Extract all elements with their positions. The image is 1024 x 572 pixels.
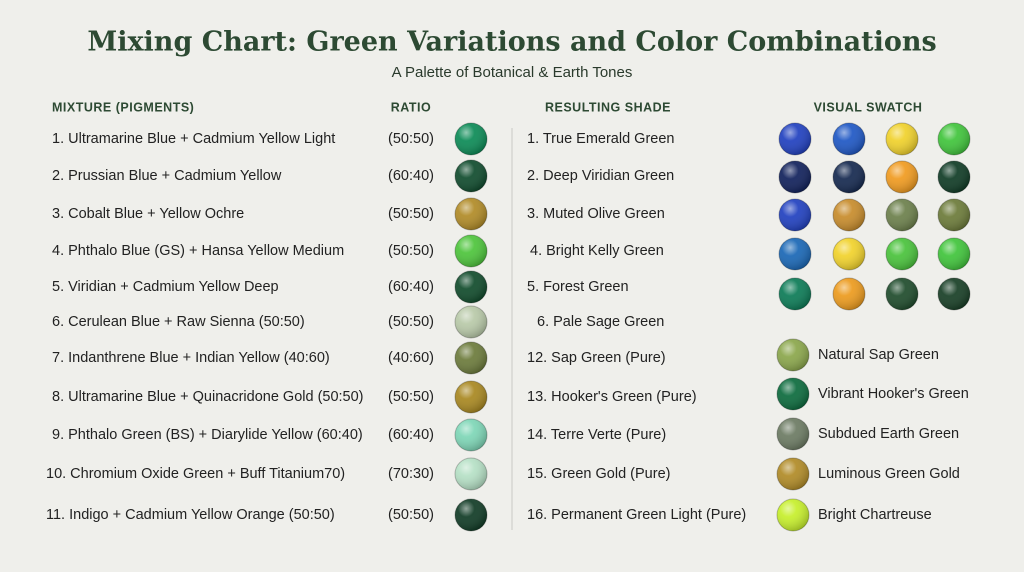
swatch-gloss [779, 199, 811, 231]
column-header: RESULTING SHADE [545, 100, 671, 114]
swatch-gloss [886, 123, 918, 155]
ratio-text: (60:40) [388, 427, 434, 443]
shade-text: 15. Green Gold (Pure) [527, 466, 670, 482]
swatch-gloss [455, 160, 487, 192]
mixture-text: 8. Ultramarine Blue + Quinacridone Gold … [52, 389, 364, 405]
legend-label: Bright Chartreuse [818, 507, 932, 523]
swatch-gloss [455, 123, 487, 155]
swatch-gloss [886, 199, 918, 231]
ratio-text: (50:50) [388, 131, 434, 147]
swatch-gloss [777, 499, 809, 531]
legend-label: Luminous Green Gold [818, 466, 960, 482]
swatch-gloss [938, 278, 970, 310]
swatch-gloss [779, 123, 811, 155]
swatch-gloss [833, 161, 865, 193]
mixture-text: 10. Chromium Oxide Green + Buff Titanium… [46, 466, 345, 482]
swatch-gloss [779, 238, 811, 270]
shade-text: 12. Sap Green (Pure) [527, 350, 666, 366]
swatch-gloss [779, 278, 811, 310]
mixture-text: 2. Prussian Blue + Cadmium Yellow [52, 168, 282, 184]
shade-text: 6. Pale Sage Green [537, 314, 664, 330]
swatch-gloss [777, 378, 809, 410]
ratio-text: (50:50) [388, 389, 434, 405]
swatch-gloss [777, 339, 809, 371]
swatch-gloss [833, 278, 865, 310]
column-header: MIXTURE (PIGMENTS) [52, 100, 194, 114]
shade-text: 2. Deep Viridian Green [527, 168, 674, 184]
column-header: VISUAL SWATCH [814, 100, 923, 114]
mixture-text: 9. Phthalo Green (BS) + Diarylide Yellow… [52, 427, 363, 443]
swatch-gloss [938, 123, 970, 155]
shade-text: 16. Permanent Green Light (Pure) [527, 507, 746, 523]
ratio-text: (60:40) [388, 279, 434, 295]
mixture-text: 7. Indanthrene Blue + Indian Yellow (40:… [52, 350, 330, 366]
swatch-gloss [777, 458, 809, 490]
swatch-gloss [455, 458, 487, 490]
swatch-gloss [455, 381, 487, 413]
mixture-text: 4. Phthalo Blue (GS) + Hansa Yellow Medi… [52, 243, 344, 259]
swatch-gloss [938, 161, 970, 193]
shade-text: 4. Bright Kelly Green [530, 243, 664, 259]
shade-text: 5. Forest Green [527, 279, 629, 295]
swatch-gloss [455, 306, 487, 338]
legend-label: Subdued Earth Green [818, 426, 959, 442]
swatch-gloss [938, 238, 970, 270]
swatch-gloss [833, 123, 865, 155]
ratio-text: (40:60) [388, 350, 434, 366]
swatch-gloss [455, 499, 487, 531]
shade-text: 1. True Emerald Green [527, 131, 675, 147]
swatch-gloss [455, 342, 487, 374]
ratio-text: (70:30) [388, 466, 434, 482]
swatch-gloss [455, 198, 487, 230]
subtitle: A Palette of Botanical & Earth Tones [392, 64, 633, 81]
swatch-gloss [777, 418, 809, 450]
swatch-gloss [779, 161, 811, 193]
swatch-gloss [455, 419, 487, 451]
swatch-gloss [455, 235, 487, 267]
mixture-text: 6. Cerulean Blue + Raw Sienna (50:50) [52, 314, 305, 330]
mixture-text: 5. Viridian + Cadmium Yellow Deep [52, 279, 279, 295]
shade-text: 14. Terre Verte (Pure) [527, 427, 666, 443]
shade-text: 3. Muted Olive Green [527, 206, 665, 222]
swatch-gloss [938, 199, 970, 231]
title: Mixing Chart: Green Variations and Color… [87, 27, 936, 58]
mixture-text: 11. Indigo + Cadmium Yellow Orange (50:5… [46, 507, 335, 523]
column-header: RATIO [391, 100, 431, 114]
mixture-text: 1. Ultramarine Blue + Cadmium Yellow Lig… [52, 131, 335, 147]
legend-label: Natural Sap Green [818, 347, 939, 363]
ratio-text: (50:50) [388, 507, 434, 523]
ratio-text: (50:50) [388, 206, 434, 222]
swatch-gloss [886, 161, 918, 193]
swatch-gloss [833, 238, 865, 270]
ratio-text: (50:50) [388, 243, 434, 259]
legend-label: Vibrant Hooker's Green [818, 386, 969, 402]
ratio-text: (60:40) [388, 168, 434, 184]
mixture-text: 3. Cobalt Blue + Yellow Ochre [52, 206, 244, 222]
shade-text: 13. Hooker's Green (Pure) [527, 389, 697, 405]
swatch-gloss [886, 278, 918, 310]
swatch-gloss [886, 238, 918, 270]
swatch-gloss [833, 199, 865, 231]
swatch-gloss [455, 271, 487, 303]
ratio-text: (50:50) [388, 314, 434, 330]
